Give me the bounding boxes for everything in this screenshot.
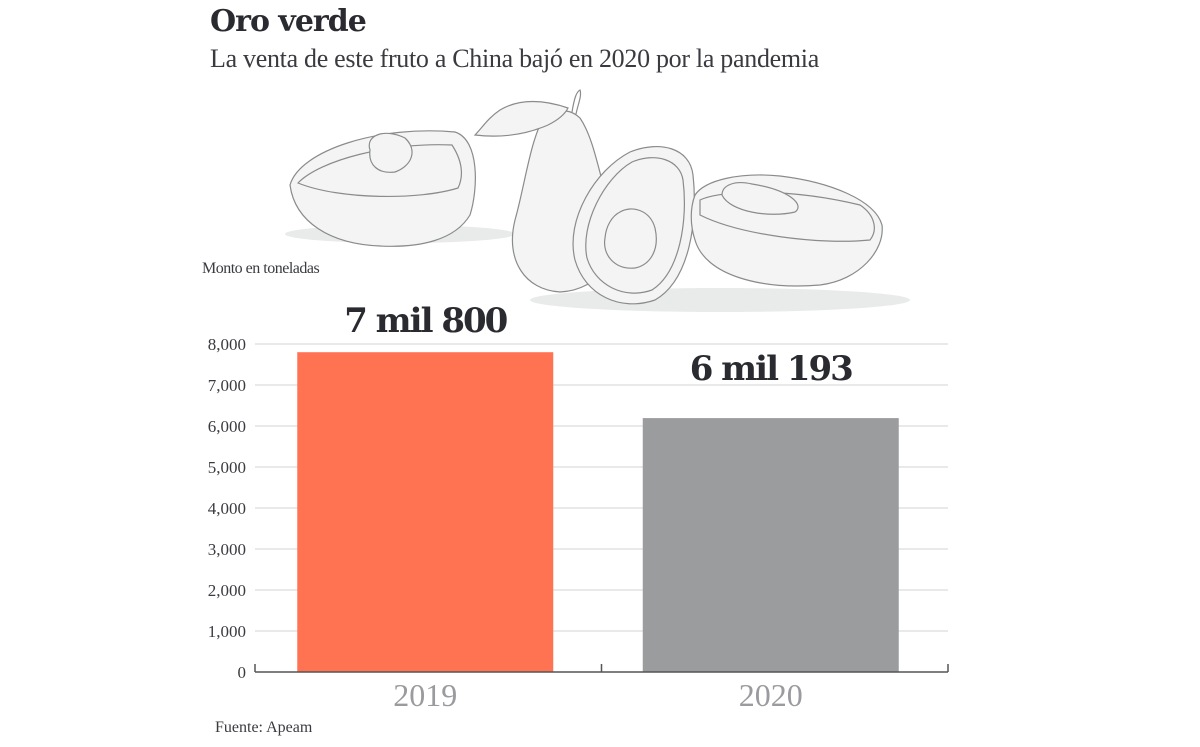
y-tick-label: 8,000	[208, 335, 246, 354]
chart-title: Oro verde	[210, 4, 367, 39]
data-label: 6 mil 193	[690, 349, 852, 389]
y-tick-label: 5,000	[208, 458, 246, 477]
data-label: 7 mil 800	[344, 301, 507, 341]
bar-2020	[642, 418, 899, 672]
bar-2019	[297, 352, 554, 672]
y-tick-label: 2,000	[208, 581, 246, 600]
source-note: Fuente: Apeam	[215, 719, 313, 736]
x-tick-label: 2019	[393, 677, 457, 713]
y-tick-label: 0	[238, 663, 247, 682]
y-tick-label: 6,000	[208, 417, 246, 436]
x-tick-label: 2020	[739, 677, 803, 713]
y-tick-label: 1,000	[208, 622, 246, 641]
y-axis-unit-label: Monto en toneladas	[202, 260, 320, 277]
y-tick-label: 4,000	[208, 499, 246, 518]
y-tick-label: 3,000	[208, 540, 246, 559]
chart-subtitle: La venta de este fruto a China bajó en 2…	[210, 44, 819, 73]
y-tick-label: 7,000	[208, 376, 246, 395]
